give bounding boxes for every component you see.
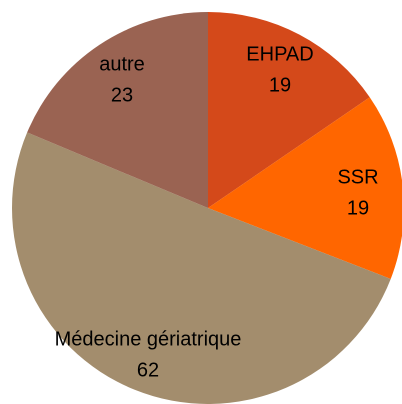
- pie-slice: [208, 97, 402, 279]
- slice-label: EHPAD: [246, 43, 313, 65]
- slice-value: 23: [111, 84, 133, 106]
- pie-slice: [27, 12, 208, 208]
- slice-label: Médecine gériatrique: [55, 328, 242, 350]
- pie-slice: [12, 132, 391, 404]
- slice-value: 19: [347, 197, 369, 219]
- slice-value: 62: [137, 359, 159, 381]
- slice-value: 19: [269, 74, 291, 96]
- pie-slice: [208, 12, 370, 208]
- slice-label: autre: [99, 53, 145, 75]
- slice-label: SSR: [337, 166, 378, 188]
